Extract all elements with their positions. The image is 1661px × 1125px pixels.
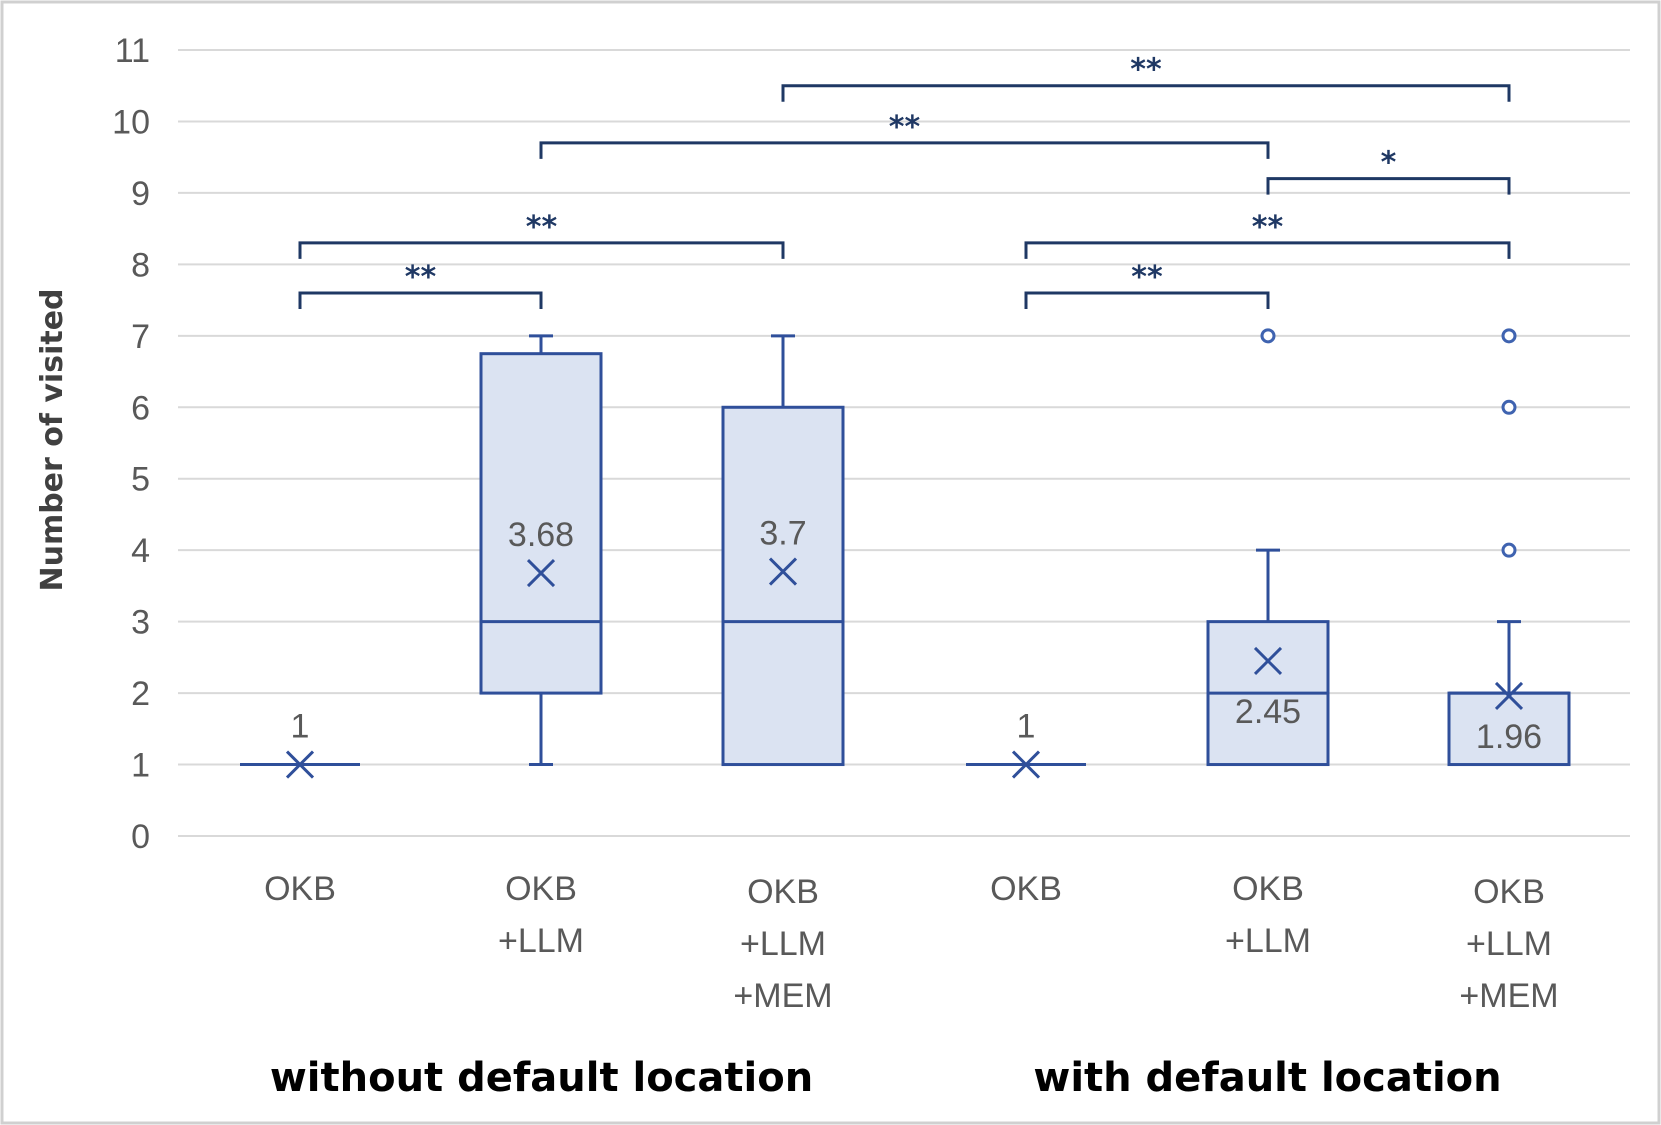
mean-marker [1494,681,1524,711]
x-category-label: +LLM [1225,922,1311,960]
bracket-line [1024,291,1270,309]
y-tick-label: 5 [131,461,150,499]
y-tick-label: 7 [131,318,150,356]
outlier-point [1501,542,1517,558]
outlier-point [1501,328,1517,344]
group-label: without default location [270,1055,813,1101]
y-tick-label: 6 [131,389,150,427]
y-tick-label: 2 [131,675,150,713]
significance-bracket: ** [1024,210,1511,259]
mean-marker [285,750,315,779]
box-iqr [479,352,603,695]
box-series: 1 3.68 3.7 1 2.45 1.96 [240,328,1571,779]
mean-marker [1253,646,1283,675]
bracket-line [298,241,785,259]
significance-bracket: ** [298,210,785,259]
bracket-line [298,291,543,309]
bracket-line [781,84,1511,102]
significance-label: ** [1131,260,1163,295]
significance-bracket: ** [1024,260,1270,309]
bracket-line [1024,241,1511,259]
significance-label: ** [526,210,558,245]
x-category-label: OKB [990,870,1062,908]
mean-label: 2.45 [1235,693,1301,731]
y-axis-label: Number of visited [35,288,70,591]
y-tick-label: 9 [131,175,150,213]
y-axis-ticks: 0 1 2 3 4 5 6 7 8 9 10 11 [112,32,150,856]
group-labels: without default location with default loc… [270,1055,1502,1101]
y-tick-label: 10 [112,103,150,141]
bracket-line [1266,177,1511,195]
y-tick-label: 8 [131,246,150,284]
significance-bracket: ** [781,53,1511,102]
x-category-label: +MEM [733,977,832,1015]
significance-bracket: * [1266,146,1511,195]
significance-label: ** [1130,53,1162,88]
x-category-label: OKB [505,870,577,908]
mean-label: 3.7 [759,515,806,553]
box-category-2: 3.7 [721,334,845,767]
significance-brackets: ************* [298,53,1511,309]
y-tick-label: 0 [131,818,150,856]
y-tick-label: 4 [131,532,150,570]
outlier-point [1501,399,1517,415]
y-tick-label: 1 [131,747,150,785]
significance-label: ** [405,260,437,295]
significance-bracket: ** [298,260,543,309]
mean-label: 3.68 [508,516,574,554]
bracket-line [539,141,1270,159]
x-category-label: OKB [1232,870,1304,908]
box-category-0: 1 [240,708,360,779]
group-label: with default location [1033,1055,1501,1101]
significance-bracket: ** [539,110,1270,159]
mean-marker [1011,750,1041,779]
significance-label: ** [889,110,921,145]
box-category-5: 1.96 [1447,328,1571,767]
y-tick-label: 3 [131,604,150,642]
x-category-label: OKB [747,873,819,911]
gridlines [178,49,1630,837]
mean-marker [526,558,556,588]
box-category-3: 1 [966,708,1086,779]
x-category-label: OKB [1473,873,1545,911]
significance-label: ** [1252,210,1284,245]
mean-label: 1 [1017,708,1036,746]
mean-marker [768,557,798,586]
x-category-label: +MEM [1459,977,1558,1015]
x-category-label: OKB [264,870,336,908]
significance-label: * [1381,146,1397,181]
box-category-1: 3.68 [479,334,603,767]
x-category-label: +LLM [740,925,826,963]
box-category-4: 2.45 [1206,328,1330,767]
x-category-label: +LLM [498,922,584,960]
x-category-label: +LLM [1466,925,1552,963]
mean-label: 1.96 [1476,718,1542,756]
outlier-point [1260,328,1276,344]
x-axis-categories: OKB OKB +LLM OKB +LLM +MEM OKB OKB +LLM OKB +LLM +M… [264,870,1559,1015]
mean-label: 1 [291,708,310,746]
box-iqr [721,405,845,767]
y-tick-label: 11 [115,32,150,70]
